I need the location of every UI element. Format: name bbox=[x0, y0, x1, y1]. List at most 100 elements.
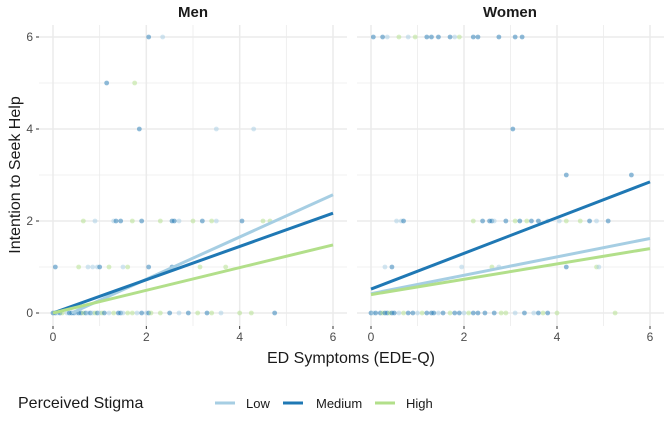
data-point bbox=[380, 34, 386, 40]
data-point bbox=[199, 218, 205, 224]
data-point bbox=[596, 264, 602, 270]
data-point bbox=[136, 126, 142, 132]
data-point bbox=[209, 218, 215, 224]
x-tick-label: 0 bbox=[368, 330, 375, 344]
data-point bbox=[396, 34, 402, 40]
data-point bbox=[436, 310, 441, 316]
data-point bbox=[223, 264, 229, 270]
data-point bbox=[456, 34, 462, 40]
data-point bbox=[139, 218, 145, 224]
data-point bbox=[160, 34, 166, 40]
data-point bbox=[80, 218, 86, 224]
data-point bbox=[209, 310, 215, 316]
data-point bbox=[605, 218, 611, 224]
data-point bbox=[106, 310, 112, 316]
regression-line-M bbox=[52, 211, 334, 315]
data-point bbox=[125, 310, 131, 316]
data-point bbox=[470, 34, 476, 40]
data-point bbox=[470, 310, 476, 316]
data-point bbox=[429, 34, 434, 40]
data-point bbox=[213, 218, 219, 224]
data-point bbox=[373, 310, 379, 316]
data-point bbox=[401, 218, 406, 224]
data-point bbox=[52, 264, 58, 270]
data-point bbox=[239, 218, 245, 224]
data-point bbox=[419, 310, 425, 316]
regression-line-H bbox=[370, 247, 651, 297]
regression-line-L bbox=[370, 237, 651, 296]
data-point bbox=[101, 310, 107, 316]
data-point bbox=[540, 310, 546, 316]
data-point bbox=[475, 310, 481, 316]
data-point bbox=[447, 34, 453, 40]
data-point bbox=[536, 218, 541, 224]
data-point bbox=[76, 264, 82, 270]
data-point bbox=[554, 310, 560, 316]
data-point bbox=[106, 264, 112, 270]
data-point bbox=[466, 310, 472, 316]
y-tick-label: 0 bbox=[26, 306, 33, 320]
data-point bbox=[512, 218, 518, 224]
data-point bbox=[113, 218, 119, 224]
data-point bbox=[260, 218, 266, 224]
data-point bbox=[129, 310, 135, 316]
data-point bbox=[111, 310, 117, 316]
data-point bbox=[391, 310, 397, 316]
legend-label-low: Low bbox=[246, 396, 270, 411]
data-point bbox=[204, 310, 210, 316]
data-point bbox=[195, 310, 201, 316]
data-point bbox=[185, 310, 191, 316]
data-point bbox=[146, 34, 152, 40]
data-point bbox=[405, 310, 411, 316]
panel-title-men: Men bbox=[178, 4, 208, 21]
data-point bbox=[412, 34, 418, 40]
data-point bbox=[237, 310, 243, 316]
data-point bbox=[92, 218, 98, 224]
data-point bbox=[536, 310, 541, 316]
data-point bbox=[120, 264, 126, 270]
data-point bbox=[594, 218, 599, 224]
data-point bbox=[517, 218, 523, 224]
legend-label-medium: Medium bbox=[316, 396, 362, 411]
x-tick-label: 0 bbox=[50, 330, 57, 344]
data-point bbox=[512, 34, 518, 40]
data-point bbox=[529, 218, 534, 224]
data-point bbox=[190, 218, 196, 224]
y-tick-label: 2 bbox=[26, 214, 33, 228]
data-point bbox=[176, 310, 182, 316]
regression-line-H bbox=[52, 243, 334, 315]
data-point bbox=[524, 218, 530, 224]
data-point bbox=[213, 126, 219, 132]
data-point bbox=[491, 310, 497, 316]
regression-line-M bbox=[370, 180, 651, 291]
data-point bbox=[447, 310, 453, 316]
data-point bbox=[522, 310, 527, 316]
legend-title: Perceived Stigma bbox=[18, 395, 143, 412]
data-point bbox=[431, 310, 437, 316]
data-point bbox=[248, 310, 254, 316]
legend-label-high: High bbox=[406, 396, 433, 411]
data-point bbox=[503, 218, 509, 224]
data-point bbox=[157, 310, 163, 316]
data-point bbox=[424, 310, 430, 316]
data-point bbox=[146, 264, 152, 270]
y-tick-label: 6 bbox=[26, 30, 33, 44]
data-point bbox=[545, 310, 551, 316]
data-point bbox=[134, 310, 140, 316]
y-axis-title: Intention to Seek Help bbox=[7, 96, 24, 254]
data-point bbox=[251, 126, 257, 132]
data-point bbox=[272, 310, 278, 316]
data-point bbox=[85, 264, 91, 270]
data-point bbox=[459, 264, 465, 270]
data-point bbox=[519, 34, 525, 40]
data-point bbox=[382, 264, 388, 270]
data-point bbox=[498, 310, 504, 316]
data-point bbox=[510, 126, 516, 132]
x-tick-label: 6 bbox=[647, 330, 654, 344]
data-point bbox=[97, 264, 103, 270]
data-point bbox=[496, 34, 502, 40]
data-point bbox=[148, 310, 154, 316]
data-point bbox=[440, 310, 446, 316]
data-point bbox=[456, 310, 462, 316]
